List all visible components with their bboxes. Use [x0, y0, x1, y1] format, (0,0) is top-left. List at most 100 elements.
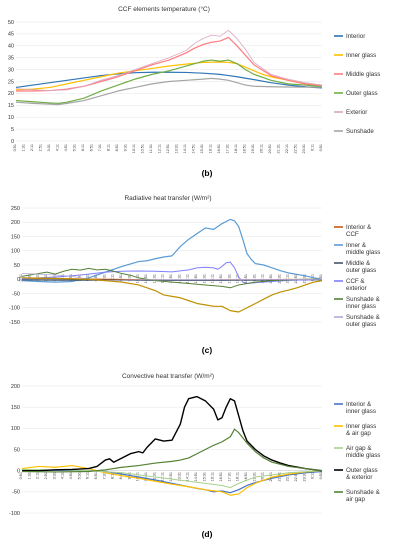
x-tick-label: 6:51 [90, 144, 94, 151]
x-tick-label: 0:51 [319, 144, 323, 151]
y-tick-label: 50 [14, 447, 20, 453]
y-tick-label: 15 [8, 103, 14, 109]
panel-label-b: (b) [202, 168, 213, 178]
legend-label: Sunshade & outer glass [346, 314, 381, 328]
y-tick-label: 150 [11, 405, 20, 411]
x-tick-label: 19:31 [252, 274, 256, 284]
x-tick-label: 14:11 [183, 144, 187, 153]
x-tick-label: 12:51 [166, 144, 170, 154]
y-tick-label: 5 [11, 127, 14, 133]
series-line-2-2 [21, 468, 323, 489]
legend-label: CCF & exterior [346, 278, 367, 292]
x-tick-label: 13:31 [177, 472, 181, 482]
x-tick-label: 16:51 [219, 274, 223, 284]
series-line-0-3 [15, 59, 323, 104]
legend-d: Interior & inner glass Inner glass & air ga… [334, 401, 381, 503]
legend-label: Sunshade [346, 128, 374, 135]
y-tick-label: 10 [8, 115, 14, 121]
legend-label: Interior & CCF [346, 224, 372, 238]
x-tick-label: 6:11 [86, 472, 90, 479]
x-tick-label: 21:31 [277, 144, 281, 154]
x-tick-label: 7:31 [102, 274, 106, 281]
legend-label: Exterior [346, 109, 367, 116]
legend-label: Outer glass [346, 90, 378, 97]
x-tick-label: 4:11 [61, 472, 65, 479]
x-tick-label: 23:31 [302, 472, 306, 482]
series-line-2-1 [21, 464, 323, 496]
legend-label: Interior [346, 33, 365, 40]
y-tick-label: 50 [14, 263, 20, 269]
y-tick-label: 50 [8, 20, 14, 26]
x-tick-label: 20:11 [261, 472, 265, 481]
legend-label: Inner glass [346, 52, 376, 59]
panel-label-d: (d) [202, 529, 213, 539]
y-tick-label: -100 [9, 306, 20, 312]
x-tick-label: 3:31 [47, 144, 51, 151]
x-tick-label: 11:31 [149, 144, 153, 153]
series-line-1-6 [21, 277, 323, 313]
x-tick-label: 3:31 [52, 274, 56, 281]
x-tick-label: 13:31 [177, 274, 181, 284]
y-tick-label: -150 [9, 320, 20, 326]
x-tick-label: 1:31 [22, 144, 26, 151]
series-line-0-4 [15, 29, 323, 91]
y-tick-label: 40 [8, 44, 14, 50]
x-tick-label: 6:11 [81, 144, 85, 151]
x-tick-label: 12:51 [169, 274, 173, 284]
x-tick-label: 4:11 [56, 144, 60, 151]
series-line-1-1 [21, 218, 323, 283]
legend-label: Middle & outer glass [346, 260, 376, 274]
x-tick-label: 4:51 [69, 472, 73, 479]
x-tick-label: 16:51 [217, 144, 221, 154]
x-tick-label: 9:31 [124, 144, 128, 151]
x-tick-label: 18:11 [234, 144, 238, 153]
x-tick-label: 18:51 [243, 144, 247, 154]
x-tick-label: 10:51 [141, 144, 145, 154]
x-tick-label: 9:31 [127, 274, 131, 281]
x-tick-label: 4:51 [69, 274, 73, 281]
x-tick-label: 19:31 [252, 472, 256, 482]
x-tick-label: 2:11 [30, 144, 34, 151]
x-tick-label: 2:51 [39, 144, 43, 151]
x-tick-label: 15:31 [202, 274, 206, 284]
y-tick-label: -100 [9, 511, 20, 517]
y-tick-label: 200 [11, 384, 20, 390]
x-tick-label: 20:51 [269, 274, 273, 284]
x-tick-label: 22:51 [294, 144, 298, 154]
x-tick-label: 0:51 [13, 144, 17, 151]
x-tick-label: 12:51 [169, 472, 173, 482]
x-tick-label: 20:51 [268, 144, 272, 154]
plot-b: 0 5 10 15 20 25 30 35 40 45 50 0:51 1:31 2:11 2:51 3:31… [8, 20, 323, 154]
legend-label: Interior & inner glass [346, 401, 376, 415]
x-tick-label: 18:11 [236, 274, 240, 283]
x-tick-label: 4:11 [61, 274, 65, 281]
x-tick-label: 1:31 [27, 472, 31, 479]
x-tick-label: 0:11 [311, 472, 315, 479]
x-tick-label: 3:31 [52, 472, 56, 479]
x-tick-label: 20:51 [269, 472, 273, 482]
x-tick-label: 17:31 [226, 144, 230, 154]
series-line-1-4 [21, 267, 322, 289]
legend-label: Sunshade & inner glass [346, 296, 381, 310]
x-tick-label: 16:11 [209, 144, 213, 153]
x-tick-label: 16:11 [211, 472, 215, 481]
x-tick-label: 16:11 [211, 274, 215, 283]
chart-c-title: Radiative heat transfer (W/m²) [124, 195, 211, 202]
x-tick-label: 0:51 [19, 274, 23, 281]
y-tick-label: 0 [17, 468, 20, 474]
x-tick-label: 7:31 [102, 472, 106, 479]
x-tick-label: 22:51 [294, 274, 298, 284]
x-tick-label: 15:31 [202, 472, 206, 482]
x-tick-label: 8:11 [107, 144, 111, 151]
x-tick-label: 8:11 [111, 274, 115, 281]
x-tick-label: 18:51 [244, 472, 248, 482]
legend-c: Interior & CCF Inner & middle glass Middle &… [334, 224, 381, 328]
y-tick-label: 30 [8, 67, 14, 73]
y-tick-label: 250 [11, 206, 20, 212]
y-tick-label: -50 [12, 291, 20, 297]
y-tick-label: 35 [8, 56, 14, 62]
y-tick-label: 25 [8, 79, 14, 85]
series-line-1-5 [21, 273, 323, 282]
x-tick-label: 14:11 [186, 274, 190, 283]
